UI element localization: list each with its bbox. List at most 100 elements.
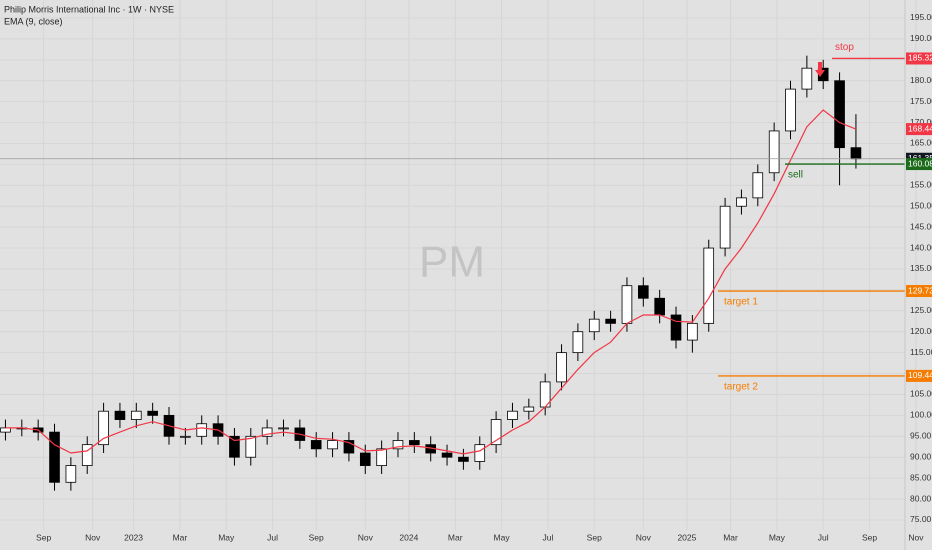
y-tick-label: 165.00 [910,138,932,148]
y-tick-label: 120.00 [910,326,932,336]
ema-line [5,109,857,455]
candle-body [114,410,126,420]
watermark: PM [419,238,485,287]
x-tick-label: Jul [542,532,553,542]
level-label: stop [835,42,854,53]
candle-body [834,80,845,149]
level-price-label: 160.08 [908,158,932,168]
candle-body [588,318,600,333]
candle-body [343,440,355,454]
x-tick-label: Nov [636,532,652,542]
x-tick-label: Nov [85,532,101,542]
y-tick-label: 135.00 [910,263,932,273]
candle-body [98,410,109,446]
y-tick-label: 105.00 [910,389,932,399]
candle-body [507,410,518,420]
candle-body [441,452,453,458]
candle-body [196,423,208,437]
level-label: sell [788,170,803,181]
level-price-label-bg [906,52,932,65]
candle-body [736,197,747,207]
indicator-label: EMA (9, close) [4,16,63,26]
level-price-label: 129.73 [908,285,932,295]
candle-body [605,318,616,324]
level-price-label: 109.44 [908,370,932,380]
candle-body [850,147,862,160]
y-tick-label: 190.00 [910,33,932,43]
y-tick-label: 85.00 [910,472,932,482]
y-tick-label: 90.00 [910,451,932,461]
y-tick-label: 100.00 [910,410,932,420]
candle-body [278,427,289,430]
candle-body [130,410,142,420]
candle-body [654,297,665,316]
y-tick-label: 155.00 [910,180,932,190]
y-tick-label: 80.00 [910,493,932,503]
x-tick-label: Mar [448,532,463,542]
x-tick-label: 2023 [124,532,143,542]
x-tick-label: 2025 [677,532,696,542]
plot: stop sell target 1 target 2 [0,42,905,491]
x-tick-label: Mar [723,532,738,542]
level-price-label-bg [906,158,932,171]
candle-body [490,419,502,446]
y-tick-label: 140.00 [910,242,932,252]
x-tick-label: Sep [587,532,602,542]
candle-body [556,352,567,383]
y-tick-label: 115.00 [910,347,932,357]
candle-body [523,406,535,412]
candle-body [0,427,11,433]
candle-body [245,435,257,458]
candle-body [801,67,813,90]
level-price-label-bg [906,369,932,382]
candle-body [65,465,77,483]
x-tick-label: May [218,532,235,542]
candle-body [409,440,420,446]
y-tick-label: 195.00 [910,12,932,22]
candle-body [147,410,158,416]
x-tick-label: 2024 [399,532,418,542]
chart-title: Philip Morris International Inc · 1W · N… [4,4,174,14]
candle-body [638,285,649,299]
candle-body [768,130,780,174]
y-tick-label: 150.00 [910,200,932,210]
y-tick-label: 75.00 [910,514,932,524]
y-tick-label: 175.00 [910,96,932,106]
ema-price-label-bg [906,123,932,136]
level-label: target 2 [724,382,758,393]
x-tick-label: Sep [309,532,324,542]
candle-body [670,314,682,341]
candle-body [474,444,486,462]
x-tick-label: Sep [36,532,51,542]
y-tick-label: 180.00 [910,75,932,85]
candle-body [687,322,698,341]
candle-body [719,205,731,249]
y-tick-label: 125.00 [910,305,932,315]
x-tick-label: Nov [908,532,924,542]
candle-body [572,331,584,354]
x-tick-label: Mar [173,532,188,542]
candle-body [359,452,371,466]
level-price-label-bg [906,285,932,298]
y-tick-label: 170.00 [910,117,932,127]
level-label: target 1 [724,297,758,308]
candle-body [49,431,60,483]
axes: 75.0080.0085.0090.0095.00100.00105.00110… [36,12,932,542]
x-tick-label: May [494,532,511,542]
x-tick-label: May [769,532,786,542]
candle-body [376,448,387,466]
candle-body [785,88,796,132]
candle-body [327,440,338,450]
y-tick-label: 95.00 [910,431,932,441]
level-price-label: 185.32 [908,53,932,63]
candle-body [261,427,273,437]
ema-price-label: 168.44 [908,123,932,133]
candle-body [458,456,469,462]
x-tick-label: Sep [862,532,877,542]
x-tick-label: Nov [358,532,374,542]
stop-arrow [815,62,825,77]
candle-body [81,444,93,466]
candle-body [752,172,764,199]
